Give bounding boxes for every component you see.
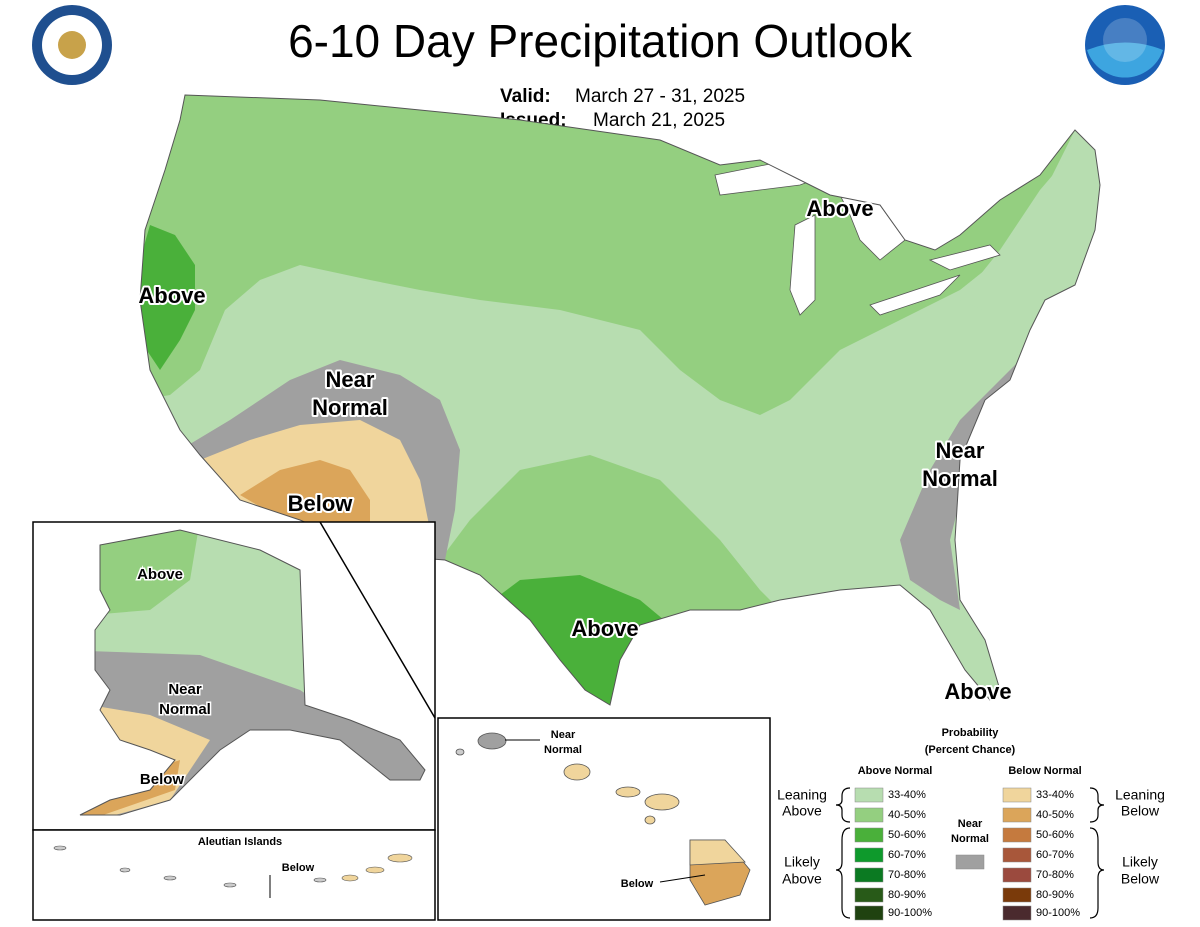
map-label: Above bbox=[944, 679, 1011, 704]
aleutian-title: Aleutian Islands bbox=[198, 836, 282, 848]
legend-title: Probability bbox=[942, 727, 1000, 739]
legend-label: 33-40% bbox=[1036, 789, 1074, 801]
map-label: Normal bbox=[312, 395, 388, 420]
legend-brace bbox=[1089, 787, 1105, 823]
legend-swatch bbox=[854, 867, 884, 883]
hawaii-label: Near bbox=[551, 729, 576, 741]
legend-label: 33-40% bbox=[888, 789, 926, 801]
legend-swatch bbox=[854, 827, 884, 843]
map-label: Near bbox=[326, 367, 375, 392]
valid-label: Valid: bbox=[500, 86, 551, 107]
great-lakes bbox=[714, 159, 1001, 316]
legend-label: 70-80% bbox=[888, 869, 926, 881]
issued-date: March 21, 2025 bbox=[593, 110, 725, 131]
legend-label: 40-50% bbox=[1036, 809, 1074, 821]
legend-label: 80-90% bbox=[1036, 889, 1074, 901]
legend-swatch bbox=[854, 787, 884, 803]
pointer-line bbox=[659, 874, 706, 883]
legend-near-normal: Near bbox=[958, 818, 983, 830]
legend-group: Likely bbox=[784, 854, 820, 870]
legend-label: 60-70% bbox=[1036, 849, 1074, 861]
legend-swatch bbox=[1002, 787, 1032, 803]
inset-divider bbox=[319, 521, 436, 719]
legend-label: 50-60% bbox=[888, 829, 926, 841]
legend-group: Likely bbox=[1122, 854, 1158, 870]
legend-group: Above bbox=[782, 871, 822, 887]
legend-group: Leaning bbox=[777, 787, 827, 803]
map-label: Near bbox=[936, 438, 985, 463]
legend-swatch bbox=[854, 905, 884, 921]
region-leaning-above bbox=[960, 120, 1100, 330]
region-above-50 bbox=[140, 225, 195, 370]
legend-swatch bbox=[1002, 887, 1032, 903]
map-label: Below bbox=[288, 491, 354, 516]
legend-swatch bbox=[1002, 867, 1032, 883]
legend-swatch bbox=[854, 807, 884, 823]
title: 6-10 Day Precipitation Outlook bbox=[288, 15, 913, 67]
map-label: Normal bbox=[922, 466, 998, 491]
legend-brace bbox=[1089, 827, 1105, 919]
labels: Above Near Normal Below Above Above Near Normal… bbox=[136, 194, 1014, 890]
legend-swatch bbox=[1002, 827, 1032, 843]
valid-dates: March 27 - 31, 2025 bbox=[575, 86, 745, 107]
legend-header: Below Normal bbox=[1008, 765, 1081, 777]
legend-brace bbox=[835, 787, 851, 823]
noaa-logo bbox=[1085, 5, 1165, 85]
map-label: Above bbox=[571, 616, 638, 641]
legend-group: Below bbox=[1121, 871, 1160, 887]
legend-label: 60-70% bbox=[888, 849, 926, 861]
legend-swatch bbox=[854, 887, 884, 903]
legend-swatch bbox=[1002, 847, 1032, 863]
alaska-label: Below bbox=[140, 771, 185, 788]
legend-swatch bbox=[1002, 807, 1032, 823]
legend-header: Above Normal bbox=[858, 765, 933, 777]
legend-swatch bbox=[854, 847, 884, 863]
legend-title: (Percent Chance) bbox=[925, 744, 1016, 756]
hawaii-label: Below bbox=[621, 878, 654, 890]
hawaii-label: Normal bbox=[544, 744, 582, 756]
legend-group: Leaning bbox=[1115, 787, 1165, 803]
legend-label: 50-60% bbox=[1036, 829, 1074, 841]
legend: Probability (Percent Chance) Above Normal B… bbox=[777, 727, 1165, 921]
legend-group: Above bbox=[782, 803, 822, 819]
legend-label: 90-100% bbox=[888, 907, 932, 919]
legend-near-normal: Normal bbox=[951, 833, 989, 845]
alaska-label: Near bbox=[168, 681, 202, 698]
region-above-40 bbox=[90, 530, 200, 615]
aleutian-inset bbox=[32, 829, 436, 921]
legend-swatch bbox=[955, 854, 985, 870]
map-label: Above bbox=[806, 196, 873, 221]
legend-label: 80-90% bbox=[888, 889, 926, 901]
map-label: Above bbox=[138, 283, 205, 308]
alaska-label: Normal bbox=[159, 701, 211, 718]
commerce-logo bbox=[32, 5, 112, 85]
legend-group: Below bbox=[1121, 803, 1160, 819]
hawaii-islands bbox=[455, 732, 751, 906]
alaska-outline bbox=[79, 529, 426, 816]
aleutian-label: Below bbox=[282, 862, 315, 874]
alaska-label: Above bbox=[137, 566, 183, 583]
aleutian-islands bbox=[53, 845, 413, 888]
legend-label: 90-100% bbox=[1036, 907, 1080, 919]
legend-label: 40-50% bbox=[888, 809, 926, 821]
conus-outline bbox=[139, 94, 1101, 706]
legend-label: 70-80% bbox=[1036, 869, 1074, 881]
legend-swatch bbox=[1002, 905, 1032, 921]
legend-brace bbox=[835, 827, 851, 919]
